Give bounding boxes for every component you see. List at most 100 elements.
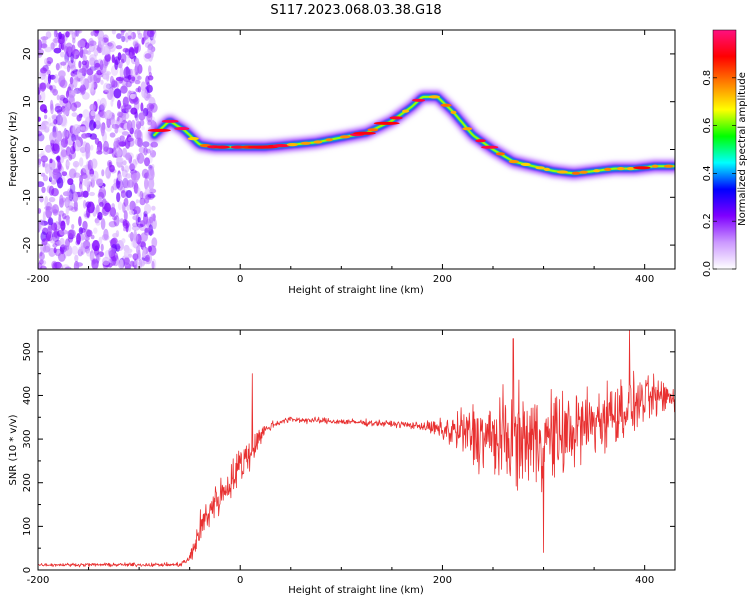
noise-blob <box>148 65 152 74</box>
noise-blob <box>66 64 71 73</box>
noise-blob <box>130 107 138 115</box>
noise-blob <box>85 148 91 159</box>
noise-blob <box>140 256 146 268</box>
noise-blob <box>71 112 78 117</box>
frequency-ridge <box>146 88 675 182</box>
noise-blob <box>144 203 152 214</box>
noise-blob <box>84 177 90 188</box>
noise-blob <box>38 222 42 230</box>
noise-blob <box>38 39 43 51</box>
noise-blob <box>79 125 88 131</box>
ridge-peak <box>367 128 379 132</box>
noise-blob <box>119 66 124 79</box>
noise-blob <box>144 227 152 232</box>
noise-blob <box>73 172 81 178</box>
spectrogram-ticks: -200 0 200 400 -20 -10 0 10 20 <box>22 29 675 285</box>
noise-blob <box>106 116 111 129</box>
noise-blob <box>127 35 132 40</box>
noise-blob <box>141 168 149 179</box>
noise-blob <box>58 214 62 226</box>
noise-blob <box>59 79 68 89</box>
noise-blob <box>111 147 117 158</box>
noise-blob <box>114 148 122 157</box>
noise-blob <box>98 236 103 245</box>
noise-blob <box>103 140 109 152</box>
noise-blob <box>113 88 122 99</box>
noise-blob <box>67 202 75 207</box>
x-tick-label: 400 <box>635 575 654 586</box>
ridge-peak <box>616 167 625 171</box>
noise-blob <box>100 124 105 137</box>
ridge-peak <box>286 143 298 147</box>
x-tick-label: -200 <box>27 575 50 586</box>
ridge-peak <box>389 116 403 120</box>
noise-blob <box>110 99 114 107</box>
noise-blob <box>103 82 110 93</box>
ridge-peak <box>543 167 551 171</box>
noise-blob <box>73 192 79 203</box>
noise-blob <box>45 236 51 242</box>
noise-blob <box>82 220 88 231</box>
y-tick-label: 0 <box>22 567 33 573</box>
noise-blob <box>137 187 141 197</box>
noise-blob <box>79 46 84 59</box>
noise-blob <box>49 166 53 178</box>
noise-blob <box>147 193 156 199</box>
noise-blob <box>62 97 69 104</box>
noise-blob <box>94 218 100 224</box>
noise-blob <box>149 104 155 109</box>
noise-blob <box>95 113 101 126</box>
noise-blob <box>121 105 126 112</box>
noise-blob <box>86 68 94 76</box>
noise-blob <box>71 66 76 72</box>
noise-blob <box>102 46 110 56</box>
noise-blob <box>48 176 53 182</box>
noise-blob <box>93 30 99 37</box>
noise-blob <box>117 111 122 116</box>
noise-blob <box>109 164 115 173</box>
noise-blob <box>115 45 123 50</box>
noise-blob <box>81 133 89 139</box>
ridge-peak <box>651 164 659 168</box>
noise-blob <box>54 227 58 240</box>
noise-blob <box>47 225 52 235</box>
noise-blob <box>44 196 49 208</box>
spectrogram-y-axis-label: Frequency (Hz) <box>8 111 19 187</box>
ridge-peak <box>272 144 291 148</box>
noise-blob <box>42 211 46 224</box>
noise-blob <box>44 114 48 120</box>
noise-blob <box>44 206 52 211</box>
noise-blob <box>38 130 43 137</box>
noise-blob <box>101 186 105 191</box>
ridge-peak <box>571 171 581 175</box>
x-tick-label: 200 <box>433 575 452 586</box>
noise-blob <box>40 150 45 155</box>
noise-blob <box>146 148 151 154</box>
noise-blob <box>139 131 144 143</box>
noise-blob <box>137 216 141 223</box>
noise-blob <box>121 35 126 43</box>
noise-blob <box>55 62 60 71</box>
noise-blob <box>100 218 106 230</box>
snr-frame <box>37 329 676 571</box>
noise-blob <box>117 99 121 109</box>
noise-blob <box>112 216 117 221</box>
noise-blob <box>90 144 94 151</box>
noise-blob <box>125 80 132 88</box>
noise-blob <box>53 74 59 84</box>
noise-blob <box>78 60 82 69</box>
noise-blob <box>150 213 156 220</box>
noise-blob <box>146 81 151 90</box>
noise-blob <box>78 246 82 254</box>
noise-blob <box>124 165 130 173</box>
noise-blob <box>44 58 48 65</box>
noise-blob <box>56 177 64 189</box>
noise-blob <box>114 137 118 146</box>
noise-blob <box>58 42 63 50</box>
ridge-peak <box>428 95 440 99</box>
noise-blob <box>40 67 47 74</box>
noise-blob <box>124 154 131 159</box>
noise-blob <box>151 205 156 211</box>
ridge-peak <box>187 137 199 141</box>
noise-blob <box>39 251 43 257</box>
